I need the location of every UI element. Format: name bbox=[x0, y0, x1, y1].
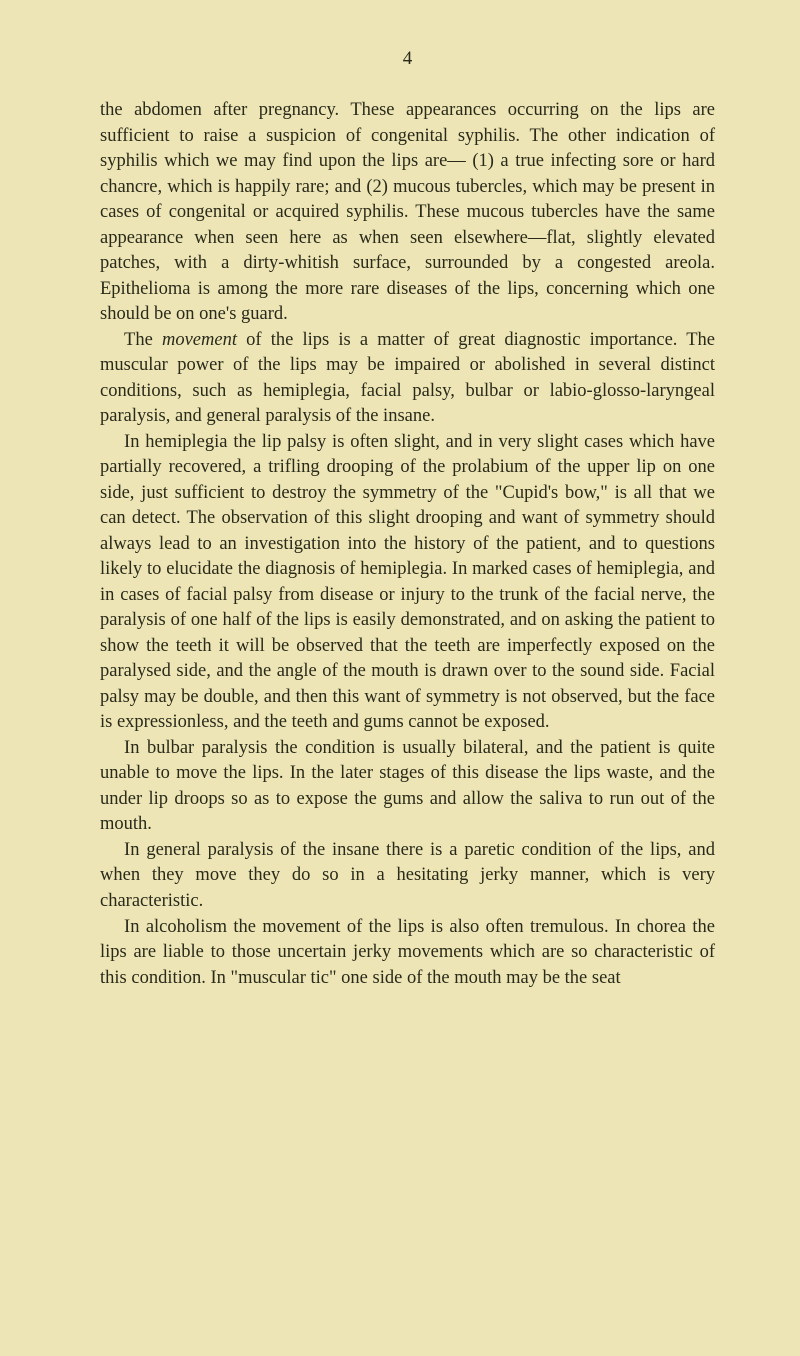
paragraph-1: the abdomen after pregnancy. These appea… bbox=[100, 98, 715, 328]
paragraph-6: In alcoholism the movement of the lips i… bbox=[100, 915, 715, 992]
paragraph-5: In general paralysis of the insane there… bbox=[100, 838, 715, 915]
body-text: the abdomen after pregnancy. These appea… bbox=[100, 98, 715, 991]
paragraph-2: The movement of the lips is a matter of … bbox=[100, 328, 715, 430]
page-number: 4 bbox=[100, 48, 715, 70]
paragraph-3: In hemiplegia the lip palsy is often sli… bbox=[100, 430, 715, 736]
paragraph-4: In bulbar paralysis the condition is usu… bbox=[100, 736, 715, 838]
